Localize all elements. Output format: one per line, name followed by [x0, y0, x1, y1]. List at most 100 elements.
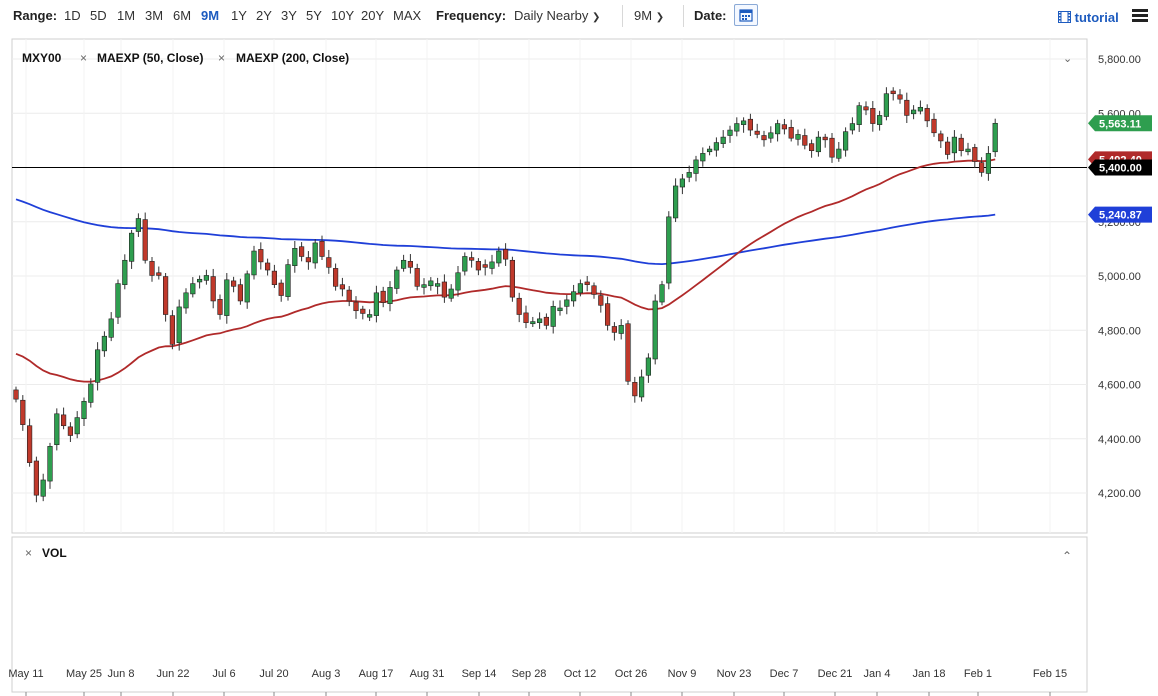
candle-body	[550, 306, 556, 327]
hline-badge-text: 5,400.00	[1099, 163, 1142, 175]
candle	[462, 252, 468, 276]
candle-body	[319, 240, 325, 257]
candle	[829, 133, 835, 163]
candle	[305, 251, 312, 270]
symbol-label: MXY00	[22, 51, 62, 65]
candle	[550, 300, 556, 334]
candle-body	[890, 90, 896, 95]
range-button-5y[interactable]: 5Y	[306, 8, 322, 23]
period-select[interactable]: 9M ❯	[634, 8, 664, 23]
candle-body	[645, 357, 651, 376]
candle-body	[985, 153, 991, 174]
toolbar-divider	[622, 5, 623, 27]
candle	[183, 288, 189, 314]
candle	[713, 137, 719, 157]
candle	[156, 266, 162, 280]
candle	[747, 113, 753, 137]
candle-body	[197, 278, 203, 283]
candle	[645, 353, 651, 383]
x-axis: May 11 May 25 Jun 8 Jun 22 Jul 6 Jul 20 Aug 3 A…	[8, 668, 1067, 696]
range-button-5d[interactable]: 5D	[90, 8, 107, 23]
hline-badge-bg	[1088, 159, 1152, 176]
candle	[564, 294, 570, 315]
range-button-max[interactable]: MAX	[393, 8, 422, 23]
frequency-select[interactable]: Daily Nearby ❯	[514, 8, 600, 23]
candle	[271, 264, 278, 288]
candle	[231, 276, 237, 293]
candle	[428, 277, 434, 291]
candle-body	[101, 335, 107, 352]
candle	[910, 105, 917, 120]
collapse-chevron-down-icon[interactable]: ⌄	[1063, 53, 1072, 65]
candle	[129, 229, 135, 269]
close-icon[interactable]: ×	[25, 546, 32, 560]
frequency-value: Daily Nearby	[514, 8, 589, 23]
candle-body	[598, 295, 604, 306]
candle-body	[129, 232, 135, 262]
candle	[836, 142, 842, 162]
candle-body	[190, 283, 196, 295]
x-tick-label: Aug 31	[410, 668, 445, 680]
hline-badge: 5,400.00	[1088, 159, 1152, 176]
chevron-down-icon: ❯	[655, 12, 665, 23]
x-tick-label: May 11	[8, 668, 43, 680]
candle-body	[686, 172, 692, 178]
range-button-20y[interactable]: 20Y	[361, 8, 385, 23]
candle-body	[713, 142, 719, 151]
candle	[659, 280, 665, 306]
candle	[849, 117, 855, 135]
expand-chevron-up-icon[interactable]: ⌃	[1062, 549, 1072, 563]
tutorial-link[interactable]: tutorial	[1058, 10, 1119, 25]
toolbar: Range: 1D 5D 1M 3M 6M 9M 1Y 2Y 3Y 5Y 10Y 20Y MAX Fre…	[0, 0, 1158, 34]
price-chart[interactable]: 4,200.00 4,400.00 4,600.00 4,800.00 5,000.00…	[0, 36, 1158, 696]
candle-body	[938, 133, 944, 142]
candle	[448, 284, 454, 302]
candle-body	[400, 259, 407, 269]
y-tick-label: 4,200.00	[1098, 488, 1141, 500]
calendar-button[interactable]	[734, 4, 758, 26]
candle	[115, 279, 121, 325]
candle-body	[754, 130, 760, 135]
candle-body	[312, 242, 318, 264]
candle	[468, 251, 475, 268]
last-price-badge: 5,563.11	[1088, 115, 1152, 132]
candle-body	[285, 264, 291, 297]
candle-body	[808, 143, 815, 151]
range-button-3m[interactable]: 3M	[145, 8, 164, 23]
range-button-9m[interactable]: 9M	[201, 8, 220, 23]
hamburger-icon[interactable]	[1132, 9, 1148, 23]
candle-body	[13, 389, 19, 400]
range-button-3y[interactable]: 3Y	[281, 8, 297, 23]
calendar-icon	[739, 9, 753, 22]
x-tick-label: Jul 20	[259, 668, 288, 680]
candle	[992, 118, 998, 157]
candle-body	[543, 316, 549, 326]
range-button-1d[interactable]: 1D	[64, 8, 81, 23]
candle	[373, 285, 380, 323]
candle	[618, 319, 624, 340]
candle-body	[67, 426, 73, 436]
x-tick-label: Oct 26	[615, 668, 647, 680]
candle-body	[740, 120, 747, 125]
candle	[101, 331, 107, 357]
ma200-badge-text: 5,240.87	[1099, 210, 1142, 222]
range-button-2y[interactable]: 2Y	[256, 8, 272, 23]
candle-body	[74, 417, 80, 435]
y-tick-label: 5,800.00	[1098, 54, 1141, 66]
candle-body	[856, 105, 862, 125]
frequency-label: Frequency:	[436, 8, 507, 23]
range-button-6m[interactable]: 6M	[173, 8, 192, 23]
x-tick-label: Jun 8	[108, 668, 135, 680]
candle	[842, 127, 849, 157]
candle	[985, 146, 991, 181]
candle	[700, 147, 706, 167]
range-button-1m[interactable]: 1M	[117, 8, 136, 23]
range-button-1y[interactable]: 1Y	[231, 8, 247, 23]
range-button-10y[interactable]: 10Y	[331, 8, 355, 23]
candle	[237, 278, 244, 305]
candle	[326, 249, 332, 274]
candle	[496, 246, 502, 267]
close-icon[interactable]: ×	[80, 51, 87, 65]
close-icon[interactable]: ×	[218, 51, 225, 65]
candle	[598, 290, 604, 313]
